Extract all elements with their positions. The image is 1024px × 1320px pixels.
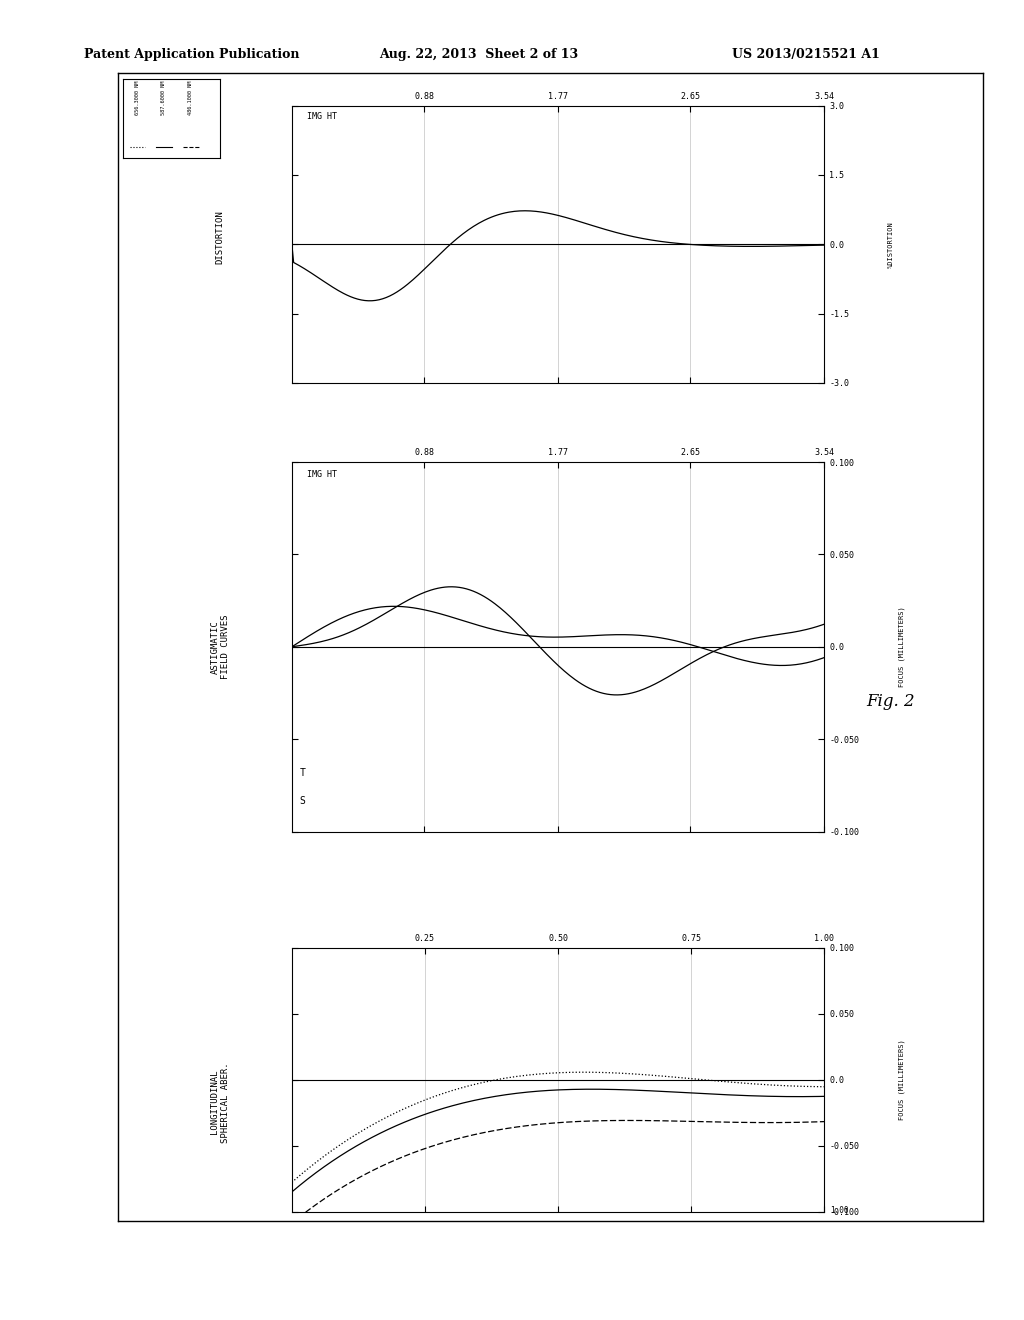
- Text: DISTORTION: DISTORTION: [216, 211, 224, 264]
- Text: Aug. 22, 2013  Sheet 2 of 13: Aug. 22, 2013 Sheet 2 of 13: [379, 48, 578, 61]
- Y-axis label: %DISTORTION: %DISTORTION: [888, 220, 894, 268]
- Text: S: S: [299, 796, 305, 807]
- Text: IMG HT: IMG HT: [307, 112, 337, 121]
- Text: US 2013/0215521 A1: US 2013/0215521 A1: [732, 48, 880, 61]
- Text: 486.1000 NM: 486.1000 NM: [188, 81, 194, 115]
- Text: T: T: [299, 768, 305, 779]
- Text: LONGITUDINAL
SPHERICAL ABER.: LONGITUDINAL SPHERICAL ABER.: [211, 1061, 229, 1143]
- Text: ASTIGMATIC
FIELD CURVES: ASTIGMATIC FIELD CURVES: [211, 615, 229, 678]
- Text: 1.00: 1.00: [829, 1206, 848, 1216]
- Text: Fig. 2: Fig. 2: [866, 693, 915, 710]
- Text: Patent Application Publication: Patent Application Publication: [84, 48, 299, 61]
- Text: 587.6000 NM: 587.6000 NM: [161, 81, 166, 115]
- Text: IMG HT: IMG HT: [307, 470, 337, 479]
- Text: 656.3000 NM: 656.3000 NM: [135, 81, 140, 115]
- Y-axis label: FOCUS (MILLIMETERS): FOCUS (MILLIMETERS): [898, 1039, 904, 1121]
- Y-axis label: FOCUS (MILLIMETERS): FOCUS (MILLIMETERS): [898, 606, 904, 688]
